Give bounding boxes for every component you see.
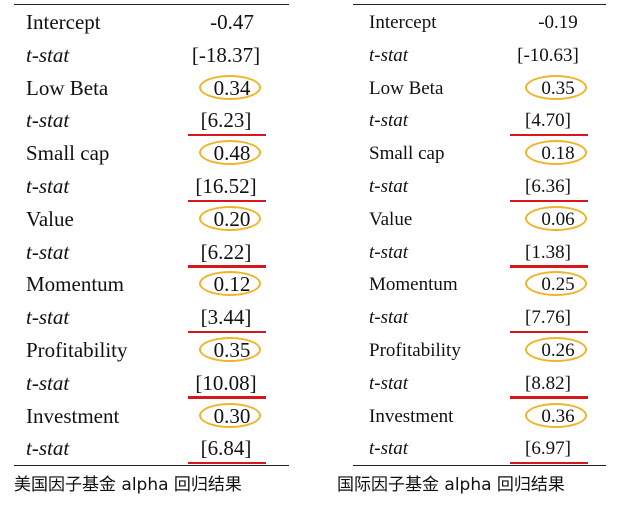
- t-stat-label: t-stat: [26, 42, 70, 67]
- table-row: Intercept -0.19: [353, 6, 606, 39]
- factor-label: Momentum: [26, 272, 124, 297]
- table-row: t-stat [-18.37]: [14, 39, 289, 72]
- t-stat-value: [1.38]: [508, 236, 588, 269]
- table-row: Value 0.06: [353, 203, 606, 236]
- table-row: Small cap 0.48: [14, 137, 289, 170]
- table-row: t-stat [8.82]: [353, 367, 606, 400]
- t-stat-value: [-18.37]: [191, 42, 261, 67]
- coefficient-value: 0.06: [523, 203, 593, 236]
- table-row: t-stat [10.08]: [14, 367, 289, 400]
- t-stat-label: t-stat: [26, 108, 70, 133]
- coefficient-value: -0.47: [210, 10, 254, 34]
- table-row: t-stat [4.70]: [353, 104, 606, 137]
- factor-label: Momentum: [369, 274, 458, 296]
- t-stat-value: [3.44]: [186, 301, 266, 334]
- table-row: Investment 0.30: [14, 400, 289, 433]
- t-stat-label: t-stat: [369, 110, 409, 132]
- coefficient-value: 0.18: [523, 137, 593, 170]
- t-stat-value: [6.84]: [186, 432, 266, 465]
- factor-label: Profitability: [26, 338, 128, 362]
- table-row: t-stat [6.84]: [14, 432, 289, 465]
- coefficient-value: 0.20: [197, 203, 267, 236]
- t-stat-label: t-stat: [26, 239, 70, 264]
- t-stat-label: t-stat: [26, 370, 70, 395]
- factor-label: Intercept: [369, 12, 437, 33]
- coefficient-value: 0.35: [197, 334, 267, 367]
- t-stat-value: [-10.63]: [517, 44, 579, 66]
- table-row: t-stat [7.76]: [353, 301, 606, 334]
- t-stat-label: t-stat: [26, 174, 70, 198]
- intl-table-caption: 国际因子基金 alpha 回归结果: [337, 475, 565, 495]
- coefficient-value: 0.12: [197, 268, 267, 301]
- table-bottom-rule: [353, 465, 606, 466]
- table-row: Intercept -0.47: [14, 6, 289, 39]
- table-row: t-stat [6.23]: [14, 104, 289, 137]
- coefficient-value: 0.35: [523, 72, 593, 105]
- table-row: Momentum 0.12: [14, 268, 289, 301]
- t-stat-label: t-stat: [26, 305, 70, 330]
- factor-label: Low Beta: [26, 75, 109, 100]
- table-row: Momentum 0.25: [353, 268, 606, 301]
- factor-label: Value: [26, 206, 74, 231]
- t-stat-label: t-stat: [369, 44, 409, 66]
- factor-label: Profitability: [369, 340, 461, 361]
- t-stat-value: [4.70]: [508, 104, 588, 137]
- table-row: t-stat [16.52]: [14, 170, 289, 203]
- table-row: Value 0.20: [14, 203, 289, 236]
- table-row: Low Beta 0.35: [353, 72, 606, 105]
- t-stat-value: [6.23]: [186, 104, 266, 137]
- t-stat-label: t-stat: [26, 436, 70, 461]
- table-top-rule: [14, 4, 289, 5]
- coefficient-value: 0.34: [197, 72, 267, 105]
- us-table-caption: 美国因子基金 alpha 回归结果: [14, 475, 242, 495]
- factor-label: Investment: [26, 403, 120, 428]
- table-row: t-stat [6.97]: [353, 432, 606, 465]
- t-stat-value: [6.97]: [508, 432, 588, 465]
- t-stat-label: t-stat: [369, 241, 409, 263]
- t-stat-value: [16.52]: [186, 170, 266, 203]
- coefficient-value: 0.36: [523, 400, 593, 433]
- t-stat-label: t-stat: [369, 176, 409, 197]
- table-row: Investment 0.36: [353, 400, 606, 433]
- t-stat-value: [6.36]: [508, 170, 588, 203]
- t-stat-label: t-stat: [369, 438, 409, 460]
- t-stat-value: [8.82]: [508, 367, 588, 400]
- table-row: Profitability 0.35: [14, 334, 289, 367]
- coefficient-value: 0.48: [197, 137, 267, 170]
- coefficient-value: 0.30: [197, 400, 267, 433]
- intl-regression-table: Intercept -0.19 t-stat [-10.63] Low Beta 0.35…: [353, 0, 606, 470]
- coefficient-value: -0.19: [538, 12, 578, 33]
- coefficient-value: 0.25: [523, 268, 593, 301]
- table-row: Profitability 0.26: [353, 334, 606, 367]
- table-row: Low Beta 0.34: [14, 72, 289, 105]
- table-row: t-stat [1.38]: [353, 236, 606, 269]
- us-regression-table: Intercept -0.47 t-stat [-18.37] Low Beta 0.34…: [14, 0, 289, 470]
- table-row: t-stat [-10.63]: [353, 39, 606, 72]
- t-stat-label: t-stat: [369, 307, 409, 329]
- table-row: t-stat [6.22]: [14, 236, 289, 269]
- t-stat-label: t-stat: [369, 372, 409, 394]
- t-stat-value: [10.08]: [186, 367, 266, 400]
- table-row: Small cap 0.18: [353, 137, 606, 170]
- table-top-rule: [353, 4, 606, 5]
- factor-label: Small cap: [369, 143, 445, 165]
- coefficient-value: 0.26: [523, 334, 593, 367]
- factor-label: Low Beta: [369, 77, 444, 99]
- factor-label: Small cap: [26, 141, 110, 166]
- factor-label: Investment: [369, 405, 454, 427]
- table-row: t-stat [3.44]: [14, 301, 289, 334]
- table-row: t-stat [6.36]: [353, 170, 606, 203]
- table-bottom-rule: [14, 465, 289, 466]
- t-stat-value: [7.76]: [508, 301, 588, 334]
- factor-label: Value: [369, 208, 413, 230]
- t-stat-value: [6.22]: [186, 236, 266, 269]
- factor-label: Intercept: [26, 10, 101, 34]
